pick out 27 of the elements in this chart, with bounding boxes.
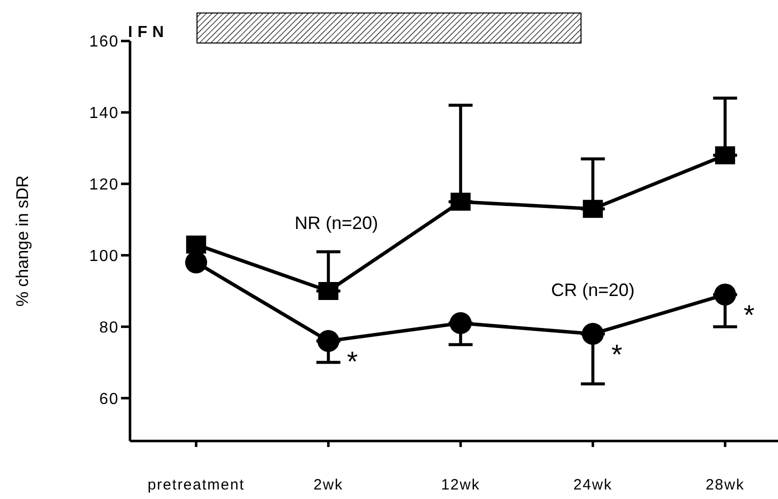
point bbox=[450, 192, 471, 211]
series-label: NR (n=20) bbox=[294, 213, 378, 233]
x-tick-label: pretreatment bbox=[148, 476, 245, 494]
x-tick-label: 24wk bbox=[573, 476, 612, 494]
annotation: * bbox=[744, 300, 755, 331]
point bbox=[715, 146, 736, 164]
x-tick-label: 2wk bbox=[314, 476, 344, 494]
y-tick-label: 120 bbox=[89, 176, 119, 194]
point bbox=[318, 282, 338, 300]
series-label: CR (n=20) bbox=[551, 280, 635, 300]
y-axis-title: % change in sDR bbox=[13, 175, 32, 307]
point bbox=[582, 200, 603, 218]
x-tick-label: 12wk bbox=[441, 476, 480, 494]
annotation: IFN bbox=[128, 24, 169, 42]
annotation: * bbox=[346, 346, 358, 377]
y-tick-label: 80 bbox=[99, 319, 119, 336]
x-tick-label: 28wk bbox=[706, 476, 745, 494]
point bbox=[450, 312, 472, 334]
point bbox=[714, 284, 736, 306]
annotation: * bbox=[611, 338, 622, 370]
point bbox=[582, 322, 604, 345]
y-tick-label: 160 bbox=[89, 34, 119, 51]
y-tick-label: 140 bbox=[89, 105, 119, 122]
y-tick-label: 100 bbox=[89, 248, 119, 265]
y-tick-label: 60 bbox=[99, 390, 119, 408]
point bbox=[186, 236, 206, 254]
point bbox=[317, 330, 340, 352]
